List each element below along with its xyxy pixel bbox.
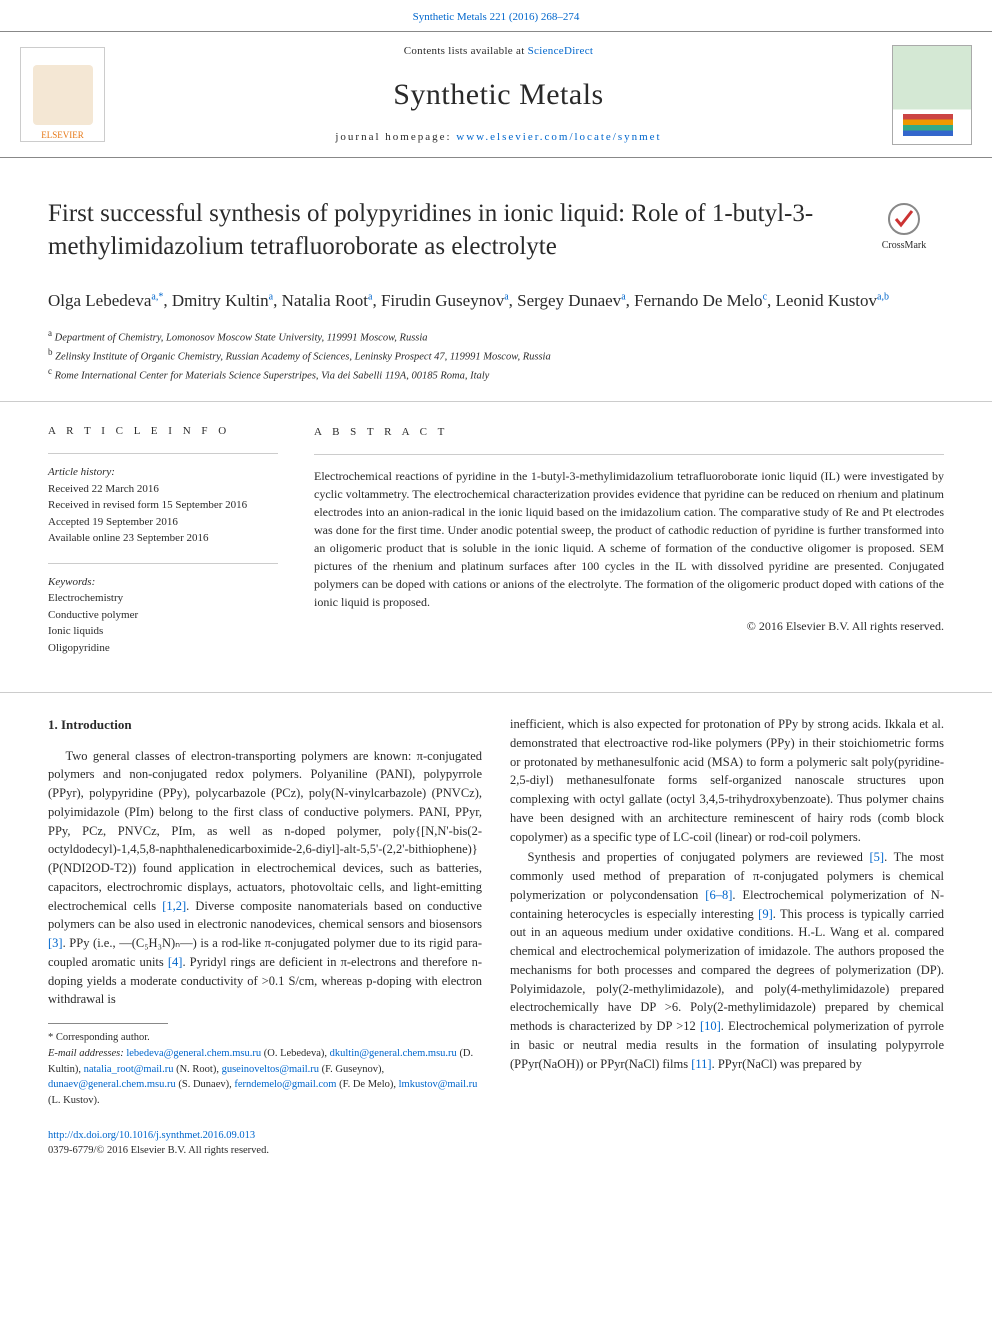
email-label: E-mail addresses: (48, 1048, 124, 1059)
ref-link[interactable]: [1,2] (162, 899, 186, 913)
email-link[interactable]: dkultin@general.chem.msu.ru (330, 1048, 457, 1059)
email-link[interactable]: ferndemelo@gmail.com (234, 1079, 336, 1090)
affiliations: a Department of Chemistry, Lomonosov Mos… (0, 319, 992, 402)
top-citation-link[interactable]: Synthetic Metals 221 (2016) 268–274 (0, 0, 992, 31)
ref-link[interactable]: [9] (758, 907, 773, 921)
history-lines: Received 22 March 2016Received in revise… (48, 481, 278, 547)
author-list: Olga Lebedevaa,*, Dmitry Kultina, Natali… (0, 275, 992, 319)
footnote-separator (48, 1023, 168, 1024)
email-link[interactable]: lmkustov@mail.ru (399, 1079, 478, 1090)
crossmark-icon (887, 202, 921, 236)
journal-name: Synthetic Metals (105, 74, 892, 116)
journal-cover-thumbnail (892, 45, 972, 145)
doi-link[interactable]: http://dx.doi.org/10.1016/j.synthmet.201… (48, 1130, 255, 1141)
homepage-link[interactable]: www.elsevier.com/locate/synmet (456, 131, 661, 143)
article-info-heading: A R T I C L E I N F O (48, 424, 278, 439)
header-center: Contents lists available at ScienceDirec… (105, 44, 892, 145)
elsevier-tree-icon (33, 65, 93, 125)
ref-link[interactable]: [3] (48, 936, 63, 950)
body-paragraph: Synthesis and properties of conjugated p… (510, 848, 944, 1073)
abstract: A B S T R A C T Electrochemical reaction… (314, 424, 944, 672)
ref-link[interactable]: [5] (869, 850, 884, 864)
keyword-lines: ElectrochemistryConductive polymerIonic … (48, 590, 278, 656)
ref-link[interactable]: [6–8] (705, 888, 732, 902)
footnotes: * Corresponding author. E-mail addresses… (48, 1030, 482, 1109)
body-columns: 1. Introduction Two general classes of e… (0, 693, 992, 1125)
email-link[interactable]: dunaev@general.chem.msu.ru (48, 1079, 176, 1090)
ref-link[interactable]: [10] (700, 1019, 721, 1033)
abstract-heading: A B S T R A C T (314, 424, 944, 441)
article-title: First successful synthesis of polypyridi… (48, 198, 819, 263)
journal-header: ELSEVIER Contents lists available at Sci… (0, 31, 992, 158)
top-citation: 221 (2016) 268–274 (490, 11, 580, 23)
right-column: inefficient, which is also expected for … (510, 715, 944, 1109)
crossmark-badge[interactable]: CrossMark (864, 202, 944, 253)
ref-link[interactable]: [4] (168, 955, 183, 969)
issn-copyright: 0379-6779/© 2016 Elsevier B.V. All right… (48, 1145, 269, 1156)
abstract-copyright: © 2016 Elsevier B.V. All rights reserved… (314, 617, 944, 635)
contents-prefix: Contents lists available at (404, 45, 528, 57)
body-paragraph: inefficient, which is also expected for … (510, 715, 944, 846)
email-link[interactable]: lebedeva@general.chem.msu.ru (126, 1048, 261, 1059)
abstract-text: Electrochemical reactions of pyridine in… (314, 467, 944, 611)
keywords-label: Keywords: (48, 574, 278, 591)
email-link[interactable]: natalia_root@mail.ru (84, 1064, 174, 1075)
homepage-prefix: journal homepage: (335, 131, 456, 143)
page-footer: http://dx.doi.org/10.1016/j.synthmet.201… (0, 1125, 992, 1182)
article-info-sidebar: A R T I C L E I N F O Article history: R… (48, 424, 278, 672)
sciencedirect-link[interactable]: ScienceDirect (528, 45, 594, 57)
ref-link[interactable]: [11] (691, 1057, 711, 1071)
elsevier-logo: ELSEVIER (20, 47, 105, 142)
history-label: Article history: (48, 464, 278, 481)
email-link[interactable]: guseinoveltos@mail.ru (222, 1064, 319, 1075)
left-column: 1. Introduction Two general classes of e… (48, 715, 482, 1109)
top-journal: Synthetic Metals (413, 11, 487, 23)
section-1-heading: 1. Introduction (48, 715, 482, 735)
corresponding-note: * Corresponding author. (48, 1030, 482, 1046)
body-paragraph: Two general classes of electron-transpor… (48, 747, 482, 1010)
